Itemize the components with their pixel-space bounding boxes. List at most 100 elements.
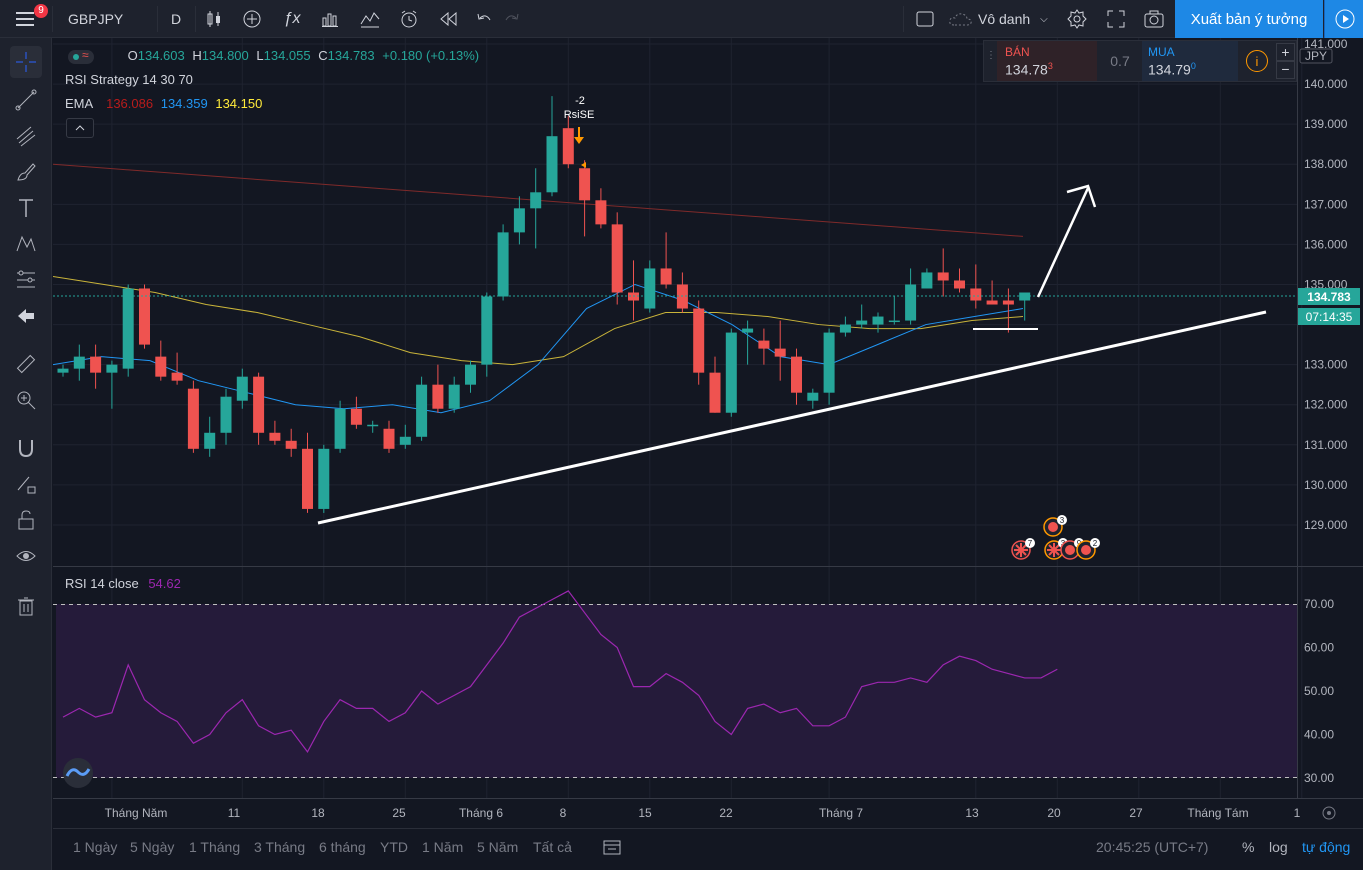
- delete-drawings-tool[interactable]: [10, 590, 42, 622]
- publish-idea-button[interactable]: Xuất bản ý tưởng: [1175, 0, 1323, 38]
- candle: [448, 376, 460, 413]
- candle: [187, 380, 199, 453]
- layout-name: Vô danh: [978, 11, 1031, 27]
- hamburger-icon: [16, 12, 34, 26]
- rsi-legend[interactable]: RSI 14 close 54.62: [65, 576, 181, 591]
- back-button[interactable]: [10, 300, 42, 332]
- range-button[interactable]: Tất cả: [533, 839, 572, 855]
- fullscreen-select-button[interactable]: [912, 0, 938, 38]
- camera-icon: [1144, 10, 1164, 28]
- last-price-value: 134.783: [1307, 290, 1351, 304]
- drag-handle[interactable]: ⋮⋮: [986, 50, 1006, 61]
- range-button[interactable]: 5 Ngày: [130, 839, 175, 855]
- price-axis[interactable]: 140.000 139.000 138.000 137.000 136.000 135.0…: [1304, 38, 1348, 532]
- candle: [872, 312, 884, 333]
- settings-button[interactable]: [1063, 0, 1091, 38]
- info-button[interactable]: i: [1246, 50, 1268, 72]
- play-button[interactable]: [1324, 0, 1363, 38]
- templates-button[interactable]: [356, 0, 384, 38]
- rsi-band: [56, 604, 1297, 778]
- candle: [481, 292, 493, 377]
- range-button[interactable]: 6 tháng: [319, 839, 366, 855]
- trendline-drawing[interactable]: [317, 310, 1267, 525]
- undo-button[interactable]: [472, 0, 496, 38]
- expand-icon: [1107, 10, 1125, 28]
- candle: [139, 284, 150, 349]
- range-button[interactable]: 3 Tháng: [254, 839, 306, 855]
- range-button[interactable]: 1 Tháng: [189, 839, 241, 855]
- fib-tool[interactable]: [10, 120, 42, 152]
- price-tick: 135.000: [1304, 277, 1348, 291]
- time-axis[interactable]: Tháng Năm 11 18 25 Tháng 6 8 15 22 Tháng 7 13 20 27…: [105, 806, 1301, 820]
- text-tool[interactable]: [10, 192, 42, 224]
- candle: [383, 420, 395, 453]
- time-tick: 1: [1294, 806, 1301, 820]
- range-button[interactable]: YTD: [380, 839, 408, 855]
- layout-menu[interactable]: Vô danh ⌵: [948, 0, 1056, 38]
- fullscreen-button[interactable]: [1102, 0, 1130, 38]
- time-tick: 20: [1047, 806, 1061, 820]
- trendline-tool[interactable]: [10, 84, 42, 116]
- crosshair-tool[interactable]: [10, 46, 42, 78]
- chevron-up-icon: [75, 125, 85, 131]
- goto-date-button[interactable]: [603, 839, 621, 858]
- redo-button[interactable]: [500, 0, 524, 38]
- compare-button[interactable]: [238, 0, 266, 38]
- stay-drawing-tool[interactable]: [10, 468, 42, 500]
- lock-drawings-tool[interactable]: [10, 504, 42, 536]
- symbol-search[interactable]: GBPJPY: [68, 11, 124, 27]
- time-tick: Tháng 7: [819, 806, 863, 820]
- candle: [57, 364, 69, 377]
- measure-tool[interactable]: [10, 348, 42, 380]
- financials-button[interactable]: [316, 0, 344, 38]
- calendar-range-icon: [603, 840, 621, 855]
- zoom-out-button[interactable]: −: [1276, 61, 1295, 79]
- rsi-tick: 60.00: [1304, 641, 1334, 655]
- magnet-tool[interactable]: [10, 432, 42, 464]
- brush-tool[interactable]: [10, 156, 42, 188]
- menu-button[interactable]: [8, 0, 44, 38]
- collapse-legend-button[interactable]: [66, 118, 94, 138]
- zoom-tool[interactable]: [10, 384, 42, 416]
- snapshot-button[interactable]: [1140, 0, 1168, 38]
- time-tick: 8: [560, 806, 567, 820]
- replay-button[interactable]: [435, 0, 463, 38]
- log-toggle[interactable]: log: [1269, 839, 1288, 855]
- zoom-in-button[interactable]: +: [1276, 43, 1295, 61]
- open-label: O: [127, 48, 138, 63]
- indicators-button[interactable]: ƒx: [278, 0, 306, 38]
- sell-button[interactable]: BÁN 134.783: [997, 41, 1097, 81]
- prediction-tool[interactable]: [10, 264, 42, 296]
- candle: [888, 296, 900, 325]
- gear-icon: [1322, 806, 1336, 820]
- hide-drawings-tool[interactable]: [10, 540, 42, 572]
- percent-toggle[interactable]: %: [1242, 839, 1255, 855]
- candle: [774, 320, 786, 381]
- interval-button[interactable]: D: [170, 11, 182, 27]
- alert-button[interactable]: [395, 0, 423, 38]
- range-button[interactable]: 5 Năm: [477, 839, 519, 855]
- rsi-tick: 50.00: [1304, 684, 1334, 698]
- range-button[interactable]: 1 Ngày: [73, 839, 118, 855]
- square-icon: [916, 11, 934, 27]
- pattern-tool[interactable]: [10, 228, 42, 260]
- alarm-clock-icon: [401, 10, 417, 28]
- ema-short-line: [53, 283, 1024, 414]
- clock[interactable]: 20:45:25 (UTC+7): [1096, 839, 1209, 855]
- candle-type-button[interactable]: [200, 0, 228, 38]
- axis-settings-button[interactable]: [1322, 806, 1336, 820]
- price-tick: 140.000: [1304, 77, 1348, 91]
- high-label: H: [192, 48, 202, 63]
- buy-button[interactable]: MUA 134.790: [1142, 41, 1238, 81]
- time-tick: 13: [965, 806, 979, 820]
- price-chart[interactable]: -2 RsiSE 3 7 3 9 2 140.000 139.000 138.000…: [53, 38, 1363, 828]
- strategy-legend[interactable]: RSI Strategy 14 30 70: [65, 72, 193, 87]
- arrow-up-drawing[interactable]: [1036, 184, 1097, 298]
- pitchfork-icon: [16, 126, 36, 147]
- rsi-label: RSI 14 close: [65, 576, 139, 591]
- candle: [220, 388, 232, 445]
- auto-toggle[interactable]: tự động: [1302, 839, 1351, 855]
- rsi-axis[interactable]: 70.00 60.00 50.00 40.00 30.00: [1304, 597, 1334, 785]
- ema-legend[interactable]: EMA 136.086 134.359 134.150: [65, 96, 262, 111]
- range-button[interactable]: 1 Năm: [422, 839, 464, 855]
